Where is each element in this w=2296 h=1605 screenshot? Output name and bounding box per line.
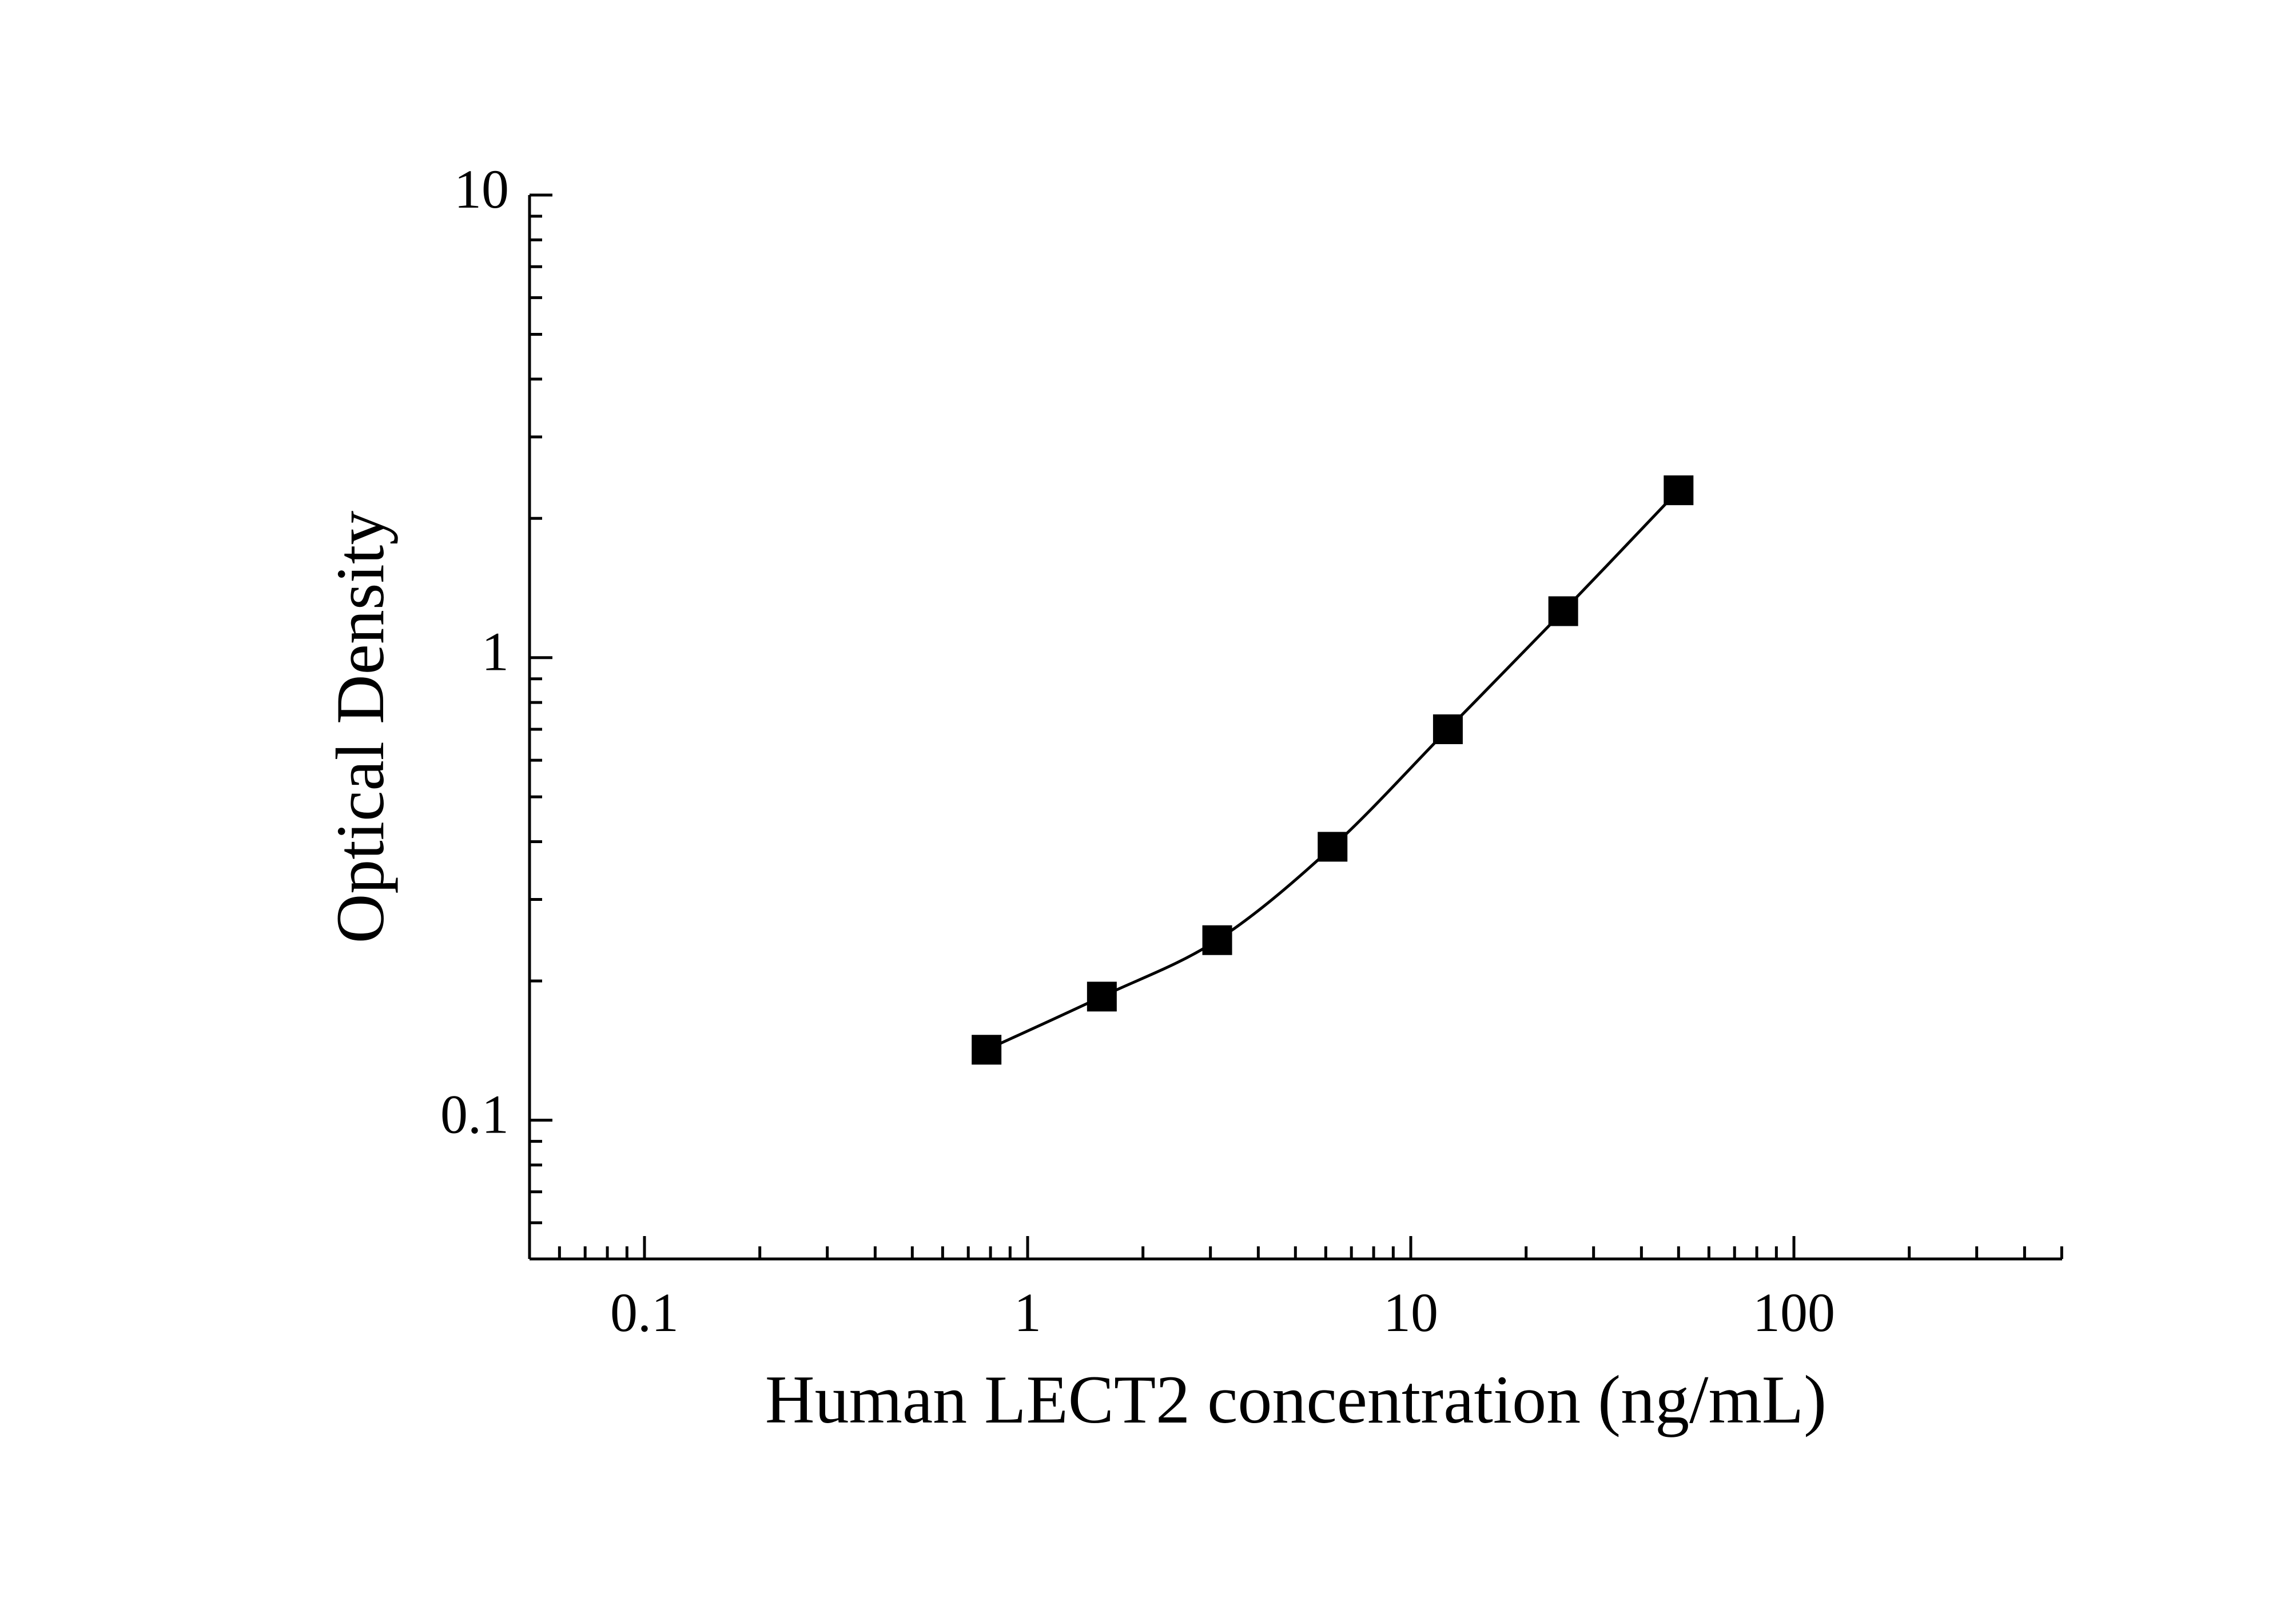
data-point [1087, 982, 1117, 1011]
x-axis-title: Human LECT2 concentration (ng/mL) [765, 1361, 1827, 1437]
data-point [1318, 832, 1347, 861]
y-tick-label: 0.1 [440, 1083, 509, 1145]
y-tick-label: 10 [454, 158, 509, 220]
data-point [1549, 597, 1578, 626]
x-tick-label: 0.1 [610, 1282, 679, 1343]
elisa-standard-curve-chart: 0.1 1 10 100 0.1 1 10 Human LECT2 concentration… [0, 0, 2296, 1605]
x-tick-label: 100 [1753, 1282, 1835, 1343]
chart-container: 0.1 1 10 100 0.1 1 10 Human LECT2 concentration… [0, 0, 2296, 1605]
data-point [1664, 475, 1693, 505]
data-point [972, 1035, 1001, 1064]
y-tick-label: 1 [482, 621, 509, 682]
data-point [1433, 714, 1463, 744]
x-tick-label: 1 [1014, 1282, 1041, 1343]
data-point [1203, 925, 1232, 955]
x-tick-label: 10 [1383, 1282, 1438, 1343]
y-axis-title: Optical Density [322, 511, 398, 944]
